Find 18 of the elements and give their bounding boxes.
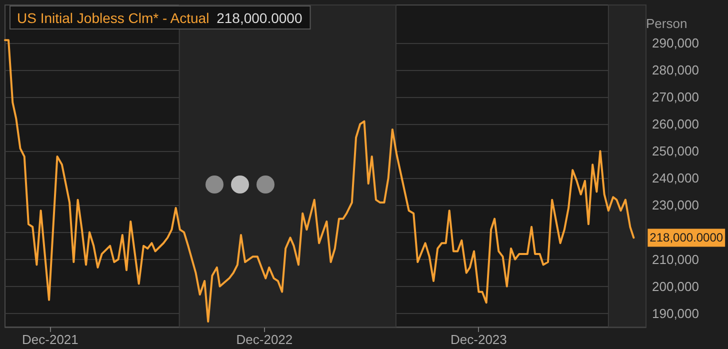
annotation: 218,000.0000	[216, 10, 302, 26]
y-tick-label: 290,000	[652, 35, 699, 50]
y-tick-label: 250,000	[652, 144, 699, 159]
y-tick-label: 240,000	[652, 170, 699, 186]
y-tick-label: 200,000	[652, 278, 699, 294]
y-tick-label: 270,000	[652, 90, 699, 104]
y-axis-title: Person	[646, 16, 688, 31]
data-label: 218,000.0000	[650, 230, 724, 245]
y-tick-label: 260,000	[652, 116, 699, 132]
y-tick-label: 280,000	[652, 62, 699, 78]
series-label: US Initial Jobless Clm* - Actual	[17, 10, 210, 26]
y-tick-label: 210,000	[652, 252, 699, 267]
x-tick-label: Dec-2021	[22, 332, 78, 347]
x-tick-label: Dec-2023	[450, 332, 507, 347]
y-tick-label: 230,000	[652, 198, 699, 213]
y-tick-label: 190,000	[652, 306, 699, 321]
line-series	[4, 39, 635, 323]
x-tick-label: Dec-2022	[236, 332, 293, 347]
